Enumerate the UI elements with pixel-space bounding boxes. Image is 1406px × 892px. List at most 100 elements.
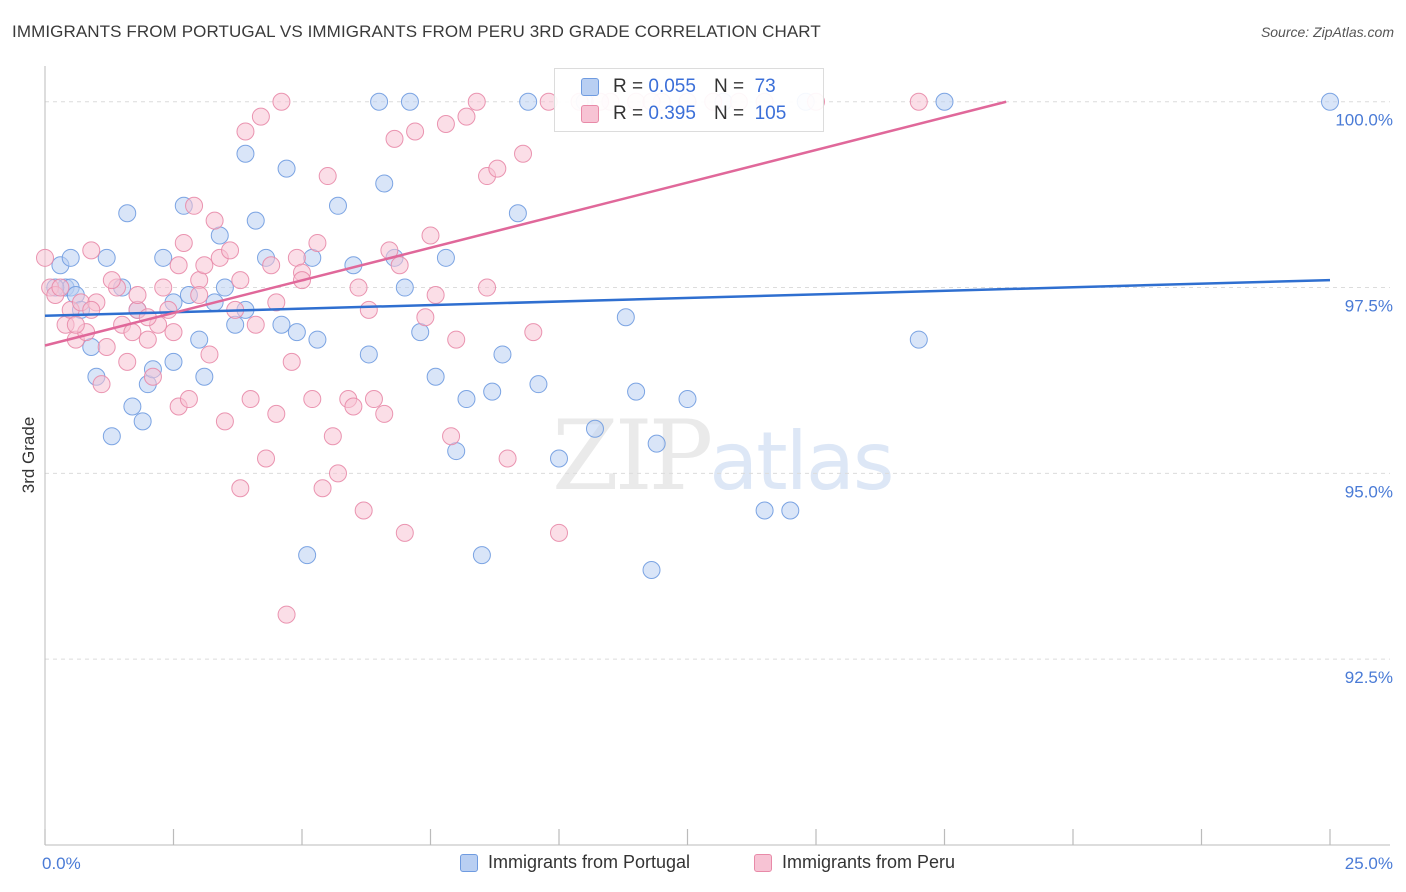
portugal-point[interactable] xyxy=(935,92,954,111)
peru-point[interactable] xyxy=(478,278,497,297)
peru-point[interactable] xyxy=(236,122,255,141)
portugal-point[interactable] xyxy=(627,382,646,401)
peru-point[interactable] xyxy=(36,248,54,267)
peru-point[interactable] xyxy=(457,107,476,126)
portugal-point[interactable] xyxy=(457,390,476,409)
portugal-point[interactable] xyxy=(781,501,800,520)
peru-point[interactable] xyxy=(272,92,291,111)
peru-point[interactable] xyxy=(313,479,332,498)
portugal-point[interactable] xyxy=(190,330,209,349)
peru-point[interactable] xyxy=(190,285,209,304)
portugal-point[interactable] xyxy=(215,278,234,297)
portugal-point[interactable] xyxy=(359,345,378,364)
peru-point[interactable] xyxy=(308,233,327,252)
portugal-point[interactable] xyxy=(519,92,538,111)
peru-point[interactable] xyxy=(550,523,568,542)
portugal-point[interactable] xyxy=(585,419,604,438)
peru-point[interactable] xyxy=(385,129,404,148)
peru-point[interactable] xyxy=(262,256,281,275)
peru-point[interactable] xyxy=(416,308,435,327)
peru-point[interactable] xyxy=(246,315,265,334)
peru-point[interactable] xyxy=(164,323,183,342)
portugal-point[interactable] xyxy=(154,248,173,267)
portugal-point[interactable] xyxy=(102,427,121,446)
portugal-point[interactable] xyxy=(287,323,306,342)
portugal-point[interactable] xyxy=(195,367,214,386)
portugal-point[interactable] xyxy=(529,375,548,394)
peru-point[interactable] xyxy=(102,271,121,290)
portugal-point[interactable] xyxy=(1321,92,1339,111)
peru-point[interactable] xyxy=(349,278,368,297)
peru-point[interactable] xyxy=(200,345,219,364)
peru-point[interactable] xyxy=(524,323,543,342)
peru-point[interactable] xyxy=(447,330,466,349)
peru-point[interactable] xyxy=(390,256,409,275)
peru-point[interactable] xyxy=(221,241,240,260)
legend-item-portugal[interactable]: Immigrants from Portugal xyxy=(460,852,690,873)
portugal-point[interactable] xyxy=(647,434,666,453)
portugal-point[interactable] xyxy=(298,546,317,565)
portugal-point[interactable] xyxy=(164,352,183,371)
peru-point[interactable] xyxy=(169,256,188,275)
peru-point[interactable] xyxy=(375,404,394,423)
peru-point[interactable] xyxy=(179,390,198,409)
peru-point[interactable] xyxy=(359,300,378,319)
peru-point[interactable] xyxy=(128,285,147,304)
peru-point[interactable] xyxy=(215,412,234,431)
peru-point[interactable] xyxy=(406,122,425,141)
portugal-point[interactable] xyxy=(308,330,327,349)
portugal-point[interactable] xyxy=(328,196,347,215)
peru-point[interactable] xyxy=(154,278,173,297)
portugal-point[interactable] xyxy=(436,248,455,267)
peru-point[interactable] xyxy=(195,256,214,275)
portugal-point[interactable] xyxy=(493,345,512,364)
peru-point[interactable] xyxy=(231,479,250,498)
portugal-point[interactable] xyxy=(277,159,296,178)
peru-point[interactable] xyxy=(354,501,373,520)
peru-point[interactable] xyxy=(282,352,301,371)
portugal-point[interactable] xyxy=(246,211,265,230)
peru-point[interactable] xyxy=(467,92,486,111)
portugal-point[interactable] xyxy=(236,144,255,163)
peru-point[interactable] xyxy=(174,233,193,252)
portugal-point[interactable] xyxy=(909,330,928,349)
peru-point[interactable] xyxy=(277,605,296,624)
peru-point[interactable] xyxy=(267,404,286,423)
portugal-point[interactable] xyxy=(508,204,527,223)
portugal-point[interactable] xyxy=(426,367,445,386)
portugal-point[interactable] xyxy=(550,449,568,468)
portugal-point[interactable] xyxy=(400,92,419,111)
portugal-point[interactable] xyxy=(118,204,137,223)
peru-point[interactable] xyxy=(92,375,111,394)
peru-point[interactable] xyxy=(498,449,517,468)
peru-point[interactable] xyxy=(436,115,455,134)
portugal-point[interactable] xyxy=(272,315,291,334)
legend-item-peru[interactable]: Immigrants from Peru xyxy=(754,852,955,873)
peru-point[interactable] xyxy=(514,144,533,163)
peru-point[interactable] xyxy=(421,226,440,245)
peru-point[interactable] xyxy=(185,196,204,215)
peru-point[interactable] xyxy=(138,330,157,349)
peru-point[interactable] xyxy=(323,427,342,446)
portugal-point[interactable] xyxy=(616,308,635,327)
peru-point[interactable] xyxy=(364,390,383,409)
peru-point[interactable] xyxy=(118,352,137,371)
peru-point[interactable] xyxy=(257,449,276,468)
peru-point[interactable] xyxy=(442,427,461,446)
portugal-point[interactable] xyxy=(678,390,697,409)
portugal-point[interactable] xyxy=(395,278,414,297)
portugal-point[interactable] xyxy=(483,382,502,401)
peru-point[interactable] xyxy=(251,107,270,126)
portugal-point[interactable] xyxy=(123,397,142,416)
peru-point[interactable] xyxy=(303,390,322,409)
portugal-point[interactable] xyxy=(370,92,389,111)
peru-point[interactable] xyxy=(51,278,70,297)
peru-point[interactable] xyxy=(328,464,347,483)
peru-point[interactable] xyxy=(395,523,414,542)
peru-point[interactable] xyxy=(143,367,162,386)
portugal-point[interactable] xyxy=(755,501,774,520)
peru-point[interactable] xyxy=(318,167,337,186)
portugal-point[interactable] xyxy=(61,248,80,267)
portugal-point[interactable] xyxy=(97,248,116,267)
peru-point[interactable] xyxy=(344,397,363,416)
